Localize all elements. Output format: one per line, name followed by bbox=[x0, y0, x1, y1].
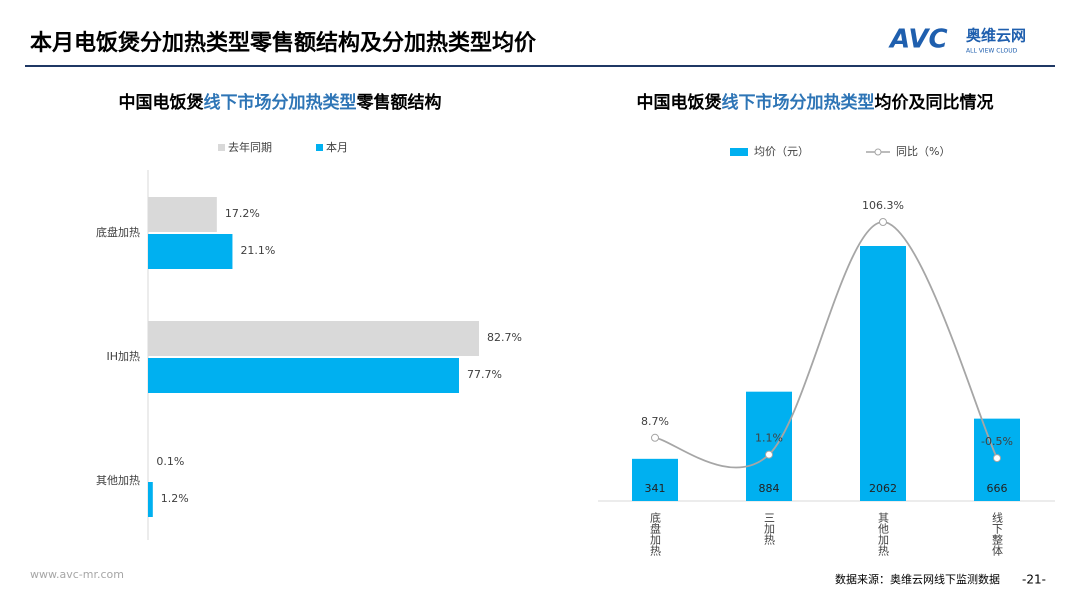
chart-title: 中国电饭煲线下市场分加热类型均价及同比情况 bbox=[637, 92, 994, 113]
title-part: 零售额结构 bbox=[356, 92, 442, 113]
value-label: 0.1% bbox=[156, 455, 184, 468]
page-number: -21- bbox=[1022, 573, 1046, 587]
bar bbox=[860, 246, 906, 501]
bar bbox=[148, 321, 479, 356]
title-part: 线下市场分加热类型 bbox=[204, 92, 357, 113]
line-value-label: -0.5% bbox=[981, 435, 1013, 448]
line bbox=[654, 221, 998, 469]
legend-swatch bbox=[218, 144, 225, 151]
bar bbox=[148, 482, 153, 517]
bar-value-label: 666 bbox=[987, 482, 1008, 495]
legend-swatch bbox=[316, 144, 323, 151]
category-label: IH加热 bbox=[106, 350, 140, 363]
legend-label: 均价（元） bbox=[754, 145, 809, 158]
slide-title: 本月电饭煲分加热类型零售额结构及分加热类型均价 bbox=[30, 30, 537, 56]
value-label: 82.7% bbox=[487, 331, 522, 344]
title-part: 中国电饭煲 bbox=[119, 92, 205, 113]
chart-title: 中国电饭煲线下市场分加热类型零售额结构 bbox=[119, 92, 442, 113]
logo: AVC bbox=[888, 25, 948, 55]
line-value-label: 1.1% bbox=[755, 432, 783, 445]
legend-label: 同比（%） bbox=[896, 145, 950, 158]
title-part: 中国电饭煲 bbox=[637, 92, 723, 113]
bar-value-label: 341 bbox=[645, 482, 666, 495]
bar bbox=[148, 358, 459, 393]
line-value-label: 8.7% bbox=[641, 415, 669, 428]
bar-value-label: 884 bbox=[759, 482, 780, 495]
legend-swatch bbox=[730, 148, 748, 156]
source: 数据来源：奥维云网线下监测数据 bbox=[835, 572, 1000, 586]
line-value-label: 106.3% bbox=[862, 199, 904, 212]
title-part: 线下市场分加热类型 bbox=[722, 92, 875, 113]
website: www.avc-mr.com bbox=[30, 568, 124, 581]
logo-en: ALL VIEW CLOUD bbox=[966, 48, 1018, 55]
value-label: 17.2% bbox=[225, 207, 260, 220]
legend-label: 本月 bbox=[326, 140, 348, 154]
title-part: 均价及同比情况 bbox=[875, 92, 994, 113]
value-label: 21.1% bbox=[240, 244, 275, 257]
category-label: 线下整体 bbox=[991, 511, 1004, 556]
category-label: 底盘加热 bbox=[96, 225, 140, 239]
line-marker bbox=[879, 218, 887, 226]
logo-cn: 奥维云网 bbox=[966, 27, 1026, 45]
bar bbox=[632, 458, 678, 501]
bar bbox=[746, 391, 792, 501]
category-label: 其他加热 bbox=[877, 512, 890, 557]
category-label: 三加热 bbox=[763, 512, 776, 546]
line-marker bbox=[765, 450, 773, 459]
line-marker bbox=[651, 433, 659, 442]
line-marker bbox=[993, 454, 1001, 463]
value-label: 1.2% bbox=[161, 492, 189, 505]
legend-label: 去年同期 bbox=[228, 140, 272, 154]
bar-value-label: 2062 bbox=[869, 482, 897, 495]
category-label: 其他加热 bbox=[96, 474, 140, 487]
legend-marker bbox=[874, 148, 882, 156]
value-label: 77.7% bbox=[467, 368, 502, 381]
category-label: 底盘加热 bbox=[649, 511, 662, 557]
bar bbox=[148, 234, 233, 269]
bar bbox=[148, 197, 217, 232]
